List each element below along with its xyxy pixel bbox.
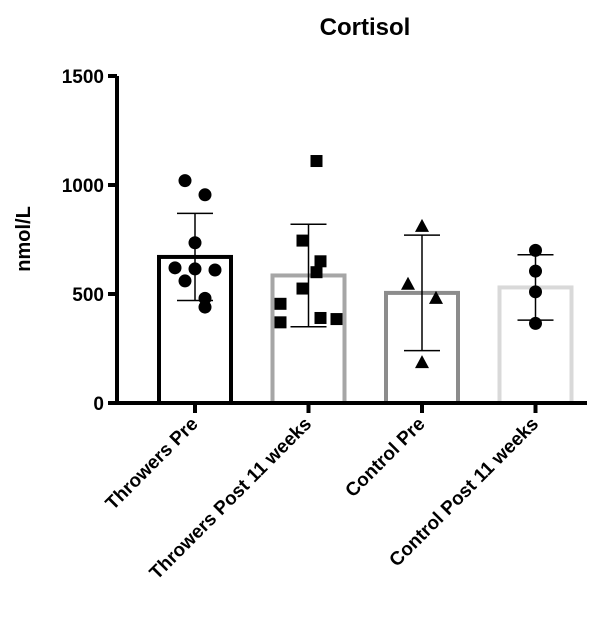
x-tick-label-1: Throwers Pre <box>102 414 203 515</box>
data-point-2-8 <box>330 313 343 326</box>
chart-title: Cortisol <box>320 14 411 41</box>
y-tick-label-1500: 1500 <box>62 67 104 88</box>
data-point-3-2 <box>401 276 415 290</box>
data-point-3-4 <box>415 355 429 369</box>
data-point-1-3 <box>188 236 202 250</box>
x-tick-label-3: Control Pre <box>342 414 430 502</box>
data-point-1-9 <box>198 300 212 314</box>
data-point-1-4 <box>168 261 182 275</box>
y-tick-label-1000: 1000 <box>62 176 104 197</box>
y-tick-label-0: 0 <box>93 394 104 415</box>
data-point-4-4 <box>529 316 542 330</box>
error-bar-3 <box>404 234 440 352</box>
data-point-1-7 <box>178 274 192 288</box>
data-point-2-2 <box>296 234 309 247</box>
data-point-4-1 <box>529 243 542 257</box>
data-point-1-2 <box>198 188 212 202</box>
data-point-2-5 <box>296 282 309 295</box>
data-point-3-3 <box>429 290 443 304</box>
data-point-4-3 <box>529 285 542 299</box>
data-point-4-2 <box>529 264 542 278</box>
data-point-2-6 <box>274 297 287 310</box>
data-point-3-1 <box>415 218 429 232</box>
data-point-2-4 <box>310 266 323 279</box>
data-point-2-7 <box>314 311 327 324</box>
y-axis-label: nmol/L <box>13 206 35 272</box>
y-tick-label-500: 500 <box>72 285 104 306</box>
data-point-2-3 <box>314 255 327 268</box>
data-point-2-9 <box>274 316 287 329</box>
data-point-1-5 <box>188 262 202 276</box>
data-point-2-1 <box>310 155 323 168</box>
data-point-1-1 <box>178 174 192 188</box>
data-point-1-6 <box>208 263 222 277</box>
